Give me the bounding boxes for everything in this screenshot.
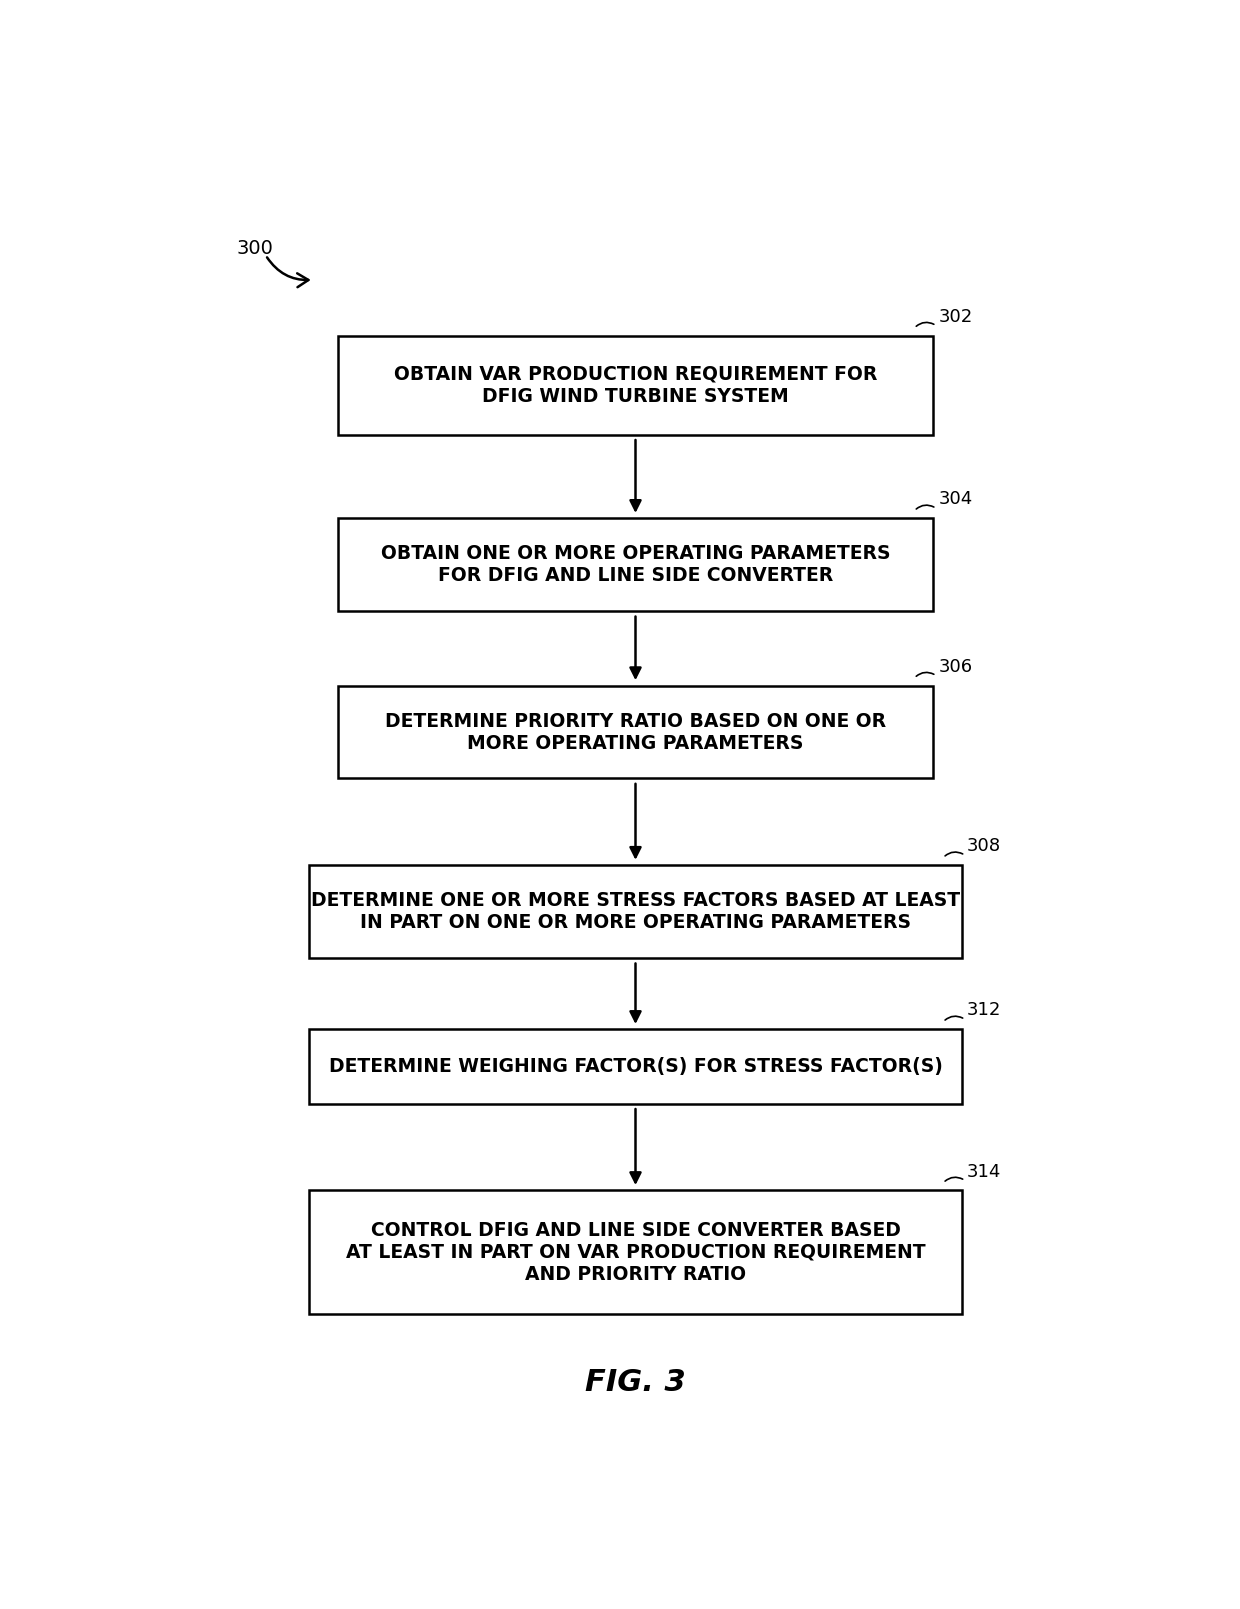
Text: OBTAIN VAR PRODUCTION REQUIREMENT FOR
DFIG WIND TURBINE SYSTEM: OBTAIN VAR PRODUCTION REQUIREMENT FOR DF… bbox=[394, 365, 877, 405]
FancyBboxPatch shape bbox=[337, 336, 934, 434]
FancyBboxPatch shape bbox=[309, 1191, 962, 1315]
FancyArrowPatch shape bbox=[916, 505, 934, 508]
FancyBboxPatch shape bbox=[309, 866, 962, 957]
FancyArrowPatch shape bbox=[916, 673, 934, 676]
Text: DETERMINE PRIORITY RATIO BASED ON ONE OR
MORE OPERATING PARAMETERS: DETERMINE PRIORITY RATIO BASED ON ONE OR… bbox=[384, 711, 887, 753]
FancyArrowPatch shape bbox=[945, 853, 962, 856]
Text: 302: 302 bbox=[939, 307, 972, 325]
Text: CONTROL DFIG AND LINE SIDE CONVERTER BASED
AT LEAST IN PART ON VAR PRODUCTION RE: CONTROL DFIG AND LINE SIDE CONVERTER BAS… bbox=[346, 1221, 925, 1284]
Text: DETERMINE WEIGHING FACTOR(S) FOR STRESS FACTOR(S): DETERMINE WEIGHING FACTOR(S) FOR STRESS … bbox=[329, 1057, 942, 1076]
FancyBboxPatch shape bbox=[337, 518, 934, 611]
Text: FIG. 3: FIG. 3 bbox=[585, 1368, 686, 1397]
FancyArrowPatch shape bbox=[945, 1178, 962, 1181]
Text: 304: 304 bbox=[939, 491, 972, 508]
Text: 306: 306 bbox=[939, 658, 972, 676]
Text: 312: 312 bbox=[967, 1001, 1002, 1020]
Text: OBTAIN ONE OR MORE OPERATING PARAMETERS
FOR DFIG AND LINE SIDE CONVERTER: OBTAIN ONE OR MORE OPERATING PARAMETERS … bbox=[381, 544, 890, 586]
Text: 314: 314 bbox=[967, 1163, 1002, 1181]
FancyBboxPatch shape bbox=[337, 685, 934, 779]
Text: 308: 308 bbox=[967, 837, 1001, 856]
FancyArrowPatch shape bbox=[945, 1017, 962, 1020]
FancyArrowPatch shape bbox=[916, 322, 934, 327]
FancyArrowPatch shape bbox=[267, 257, 309, 286]
Text: DETERMINE ONE OR MORE STRESS FACTORS BASED AT LEAST
IN PART ON ONE OR MORE OPERA: DETERMINE ONE OR MORE STRESS FACTORS BAS… bbox=[311, 891, 960, 932]
Text: 300: 300 bbox=[237, 240, 274, 259]
FancyBboxPatch shape bbox=[309, 1030, 962, 1104]
